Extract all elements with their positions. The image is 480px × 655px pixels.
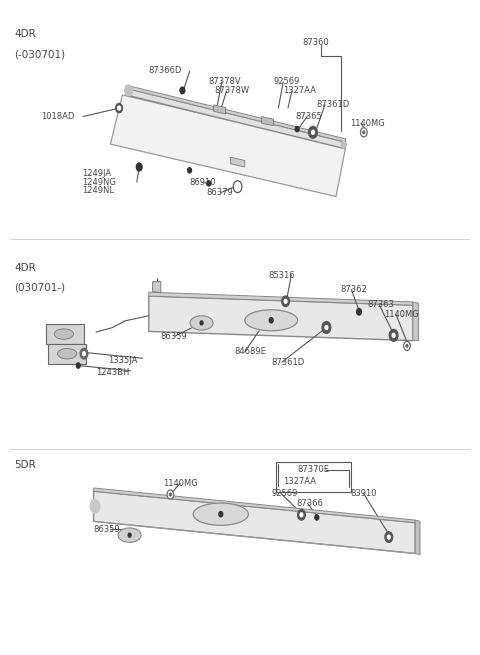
- Circle shape: [219, 512, 223, 517]
- Circle shape: [341, 141, 346, 148]
- Polygon shape: [153, 282, 161, 293]
- Circle shape: [406, 345, 408, 347]
- Circle shape: [76, 363, 80, 368]
- Circle shape: [392, 333, 395, 337]
- Circle shape: [282, 296, 289, 307]
- Circle shape: [188, 168, 192, 173]
- Text: 87366: 87366: [296, 498, 323, 508]
- Circle shape: [295, 126, 299, 132]
- Text: 86379: 86379: [206, 188, 233, 197]
- Text: 83910: 83910: [350, 489, 377, 498]
- Circle shape: [309, 126, 317, 138]
- Text: 92569: 92569: [271, 489, 298, 498]
- Ellipse shape: [193, 503, 249, 525]
- Ellipse shape: [190, 316, 213, 330]
- Circle shape: [322, 322, 331, 333]
- Ellipse shape: [54, 329, 73, 339]
- Text: 86359: 86359: [161, 331, 187, 341]
- Text: 1327AA: 1327AA: [283, 86, 316, 95]
- Text: (-030701): (-030701): [14, 49, 66, 59]
- Circle shape: [200, 321, 203, 325]
- Polygon shape: [262, 117, 274, 126]
- Text: 87378V: 87378V: [209, 77, 241, 86]
- Circle shape: [357, 309, 361, 315]
- Text: 1140MG: 1140MG: [384, 310, 419, 319]
- Text: 87366D: 87366D: [149, 66, 182, 75]
- Circle shape: [363, 131, 365, 134]
- Text: 87361D: 87361D: [271, 358, 304, 367]
- Polygon shape: [48, 344, 86, 364]
- Text: 1335JA: 1335JA: [108, 356, 137, 365]
- Circle shape: [312, 130, 314, 134]
- Text: 1018AD: 1018AD: [41, 112, 74, 121]
- Polygon shape: [413, 302, 419, 341]
- Circle shape: [167, 490, 174, 499]
- Ellipse shape: [118, 528, 141, 542]
- Polygon shape: [214, 105, 226, 114]
- Text: 4DR: 4DR: [14, 263, 36, 273]
- Text: 87365: 87365: [295, 112, 322, 121]
- Text: 87378W: 87378W: [215, 86, 250, 95]
- Text: 1249NG: 1249NG: [82, 178, 116, 187]
- Text: 87360: 87360: [302, 38, 329, 47]
- Text: 1249NL: 1249NL: [82, 186, 114, 195]
- Text: 86910: 86910: [190, 178, 216, 187]
- Circle shape: [300, 513, 303, 517]
- Polygon shape: [94, 491, 415, 553]
- Circle shape: [116, 103, 122, 113]
- Text: 4DR: 4DR: [14, 29, 36, 39]
- Polygon shape: [149, 296, 413, 341]
- Text: 1249JA: 1249JA: [82, 169, 111, 178]
- Polygon shape: [126, 88, 346, 149]
- Circle shape: [233, 181, 242, 193]
- Text: 92569: 92569: [274, 77, 300, 86]
- Circle shape: [83, 352, 85, 356]
- Circle shape: [269, 318, 273, 323]
- Circle shape: [207, 181, 211, 186]
- Text: 87361D: 87361D: [317, 100, 350, 109]
- Circle shape: [325, 326, 328, 329]
- Circle shape: [360, 128, 367, 137]
- Ellipse shape: [58, 348, 77, 359]
- Text: 84689E: 84689E: [234, 347, 266, 356]
- Text: 1243BH: 1243BH: [96, 367, 130, 377]
- Circle shape: [387, 535, 390, 539]
- Polygon shape: [110, 95, 346, 196]
- Circle shape: [385, 532, 393, 542]
- Text: 87370E: 87370E: [298, 465, 330, 474]
- Text: 86359: 86359: [94, 525, 120, 534]
- Circle shape: [284, 299, 287, 303]
- Circle shape: [180, 87, 185, 94]
- Text: 1140MG: 1140MG: [163, 479, 198, 488]
- Polygon shape: [149, 292, 413, 305]
- Circle shape: [389, 329, 398, 341]
- Circle shape: [128, 533, 131, 537]
- Circle shape: [136, 163, 142, 171]
- Polygon shape: [46, 324, 84, 344]
- Text: 1140MG: 1140MG: [350, 119, 385, 128]
- Circle shape: [315, 515, 319, 520]
- Ellipse shape: [245, 310, 298, 331]
- Circle shape: [298, 510, 305, 520]
- Circle shape: [404, 341, 410, 350]
- Circle shape: [80, 348, 88, 359]
- Text: 5DR: 5DR: [14, 460, 36, 470]
- Circle shape: [169, 493, 171, 496]
- Text: 87363: 87363: [367, 300, 394, 309]
- Polygon shape: [126, 85, 346, 142]
- Text: 1327AA: 1327AA: [283, 477, 316, 486]
- Polygon shape: [94, 488, 415, 523]
- Text: 87362: 87362: [341, 285, 368, 294]
- Polygon shape: [415, 520, 420, 555]
- Circle shape: [118, 106, 120, 110]
- Polygon shape: [230, 157, 245, 167]
- Circle shape: [90, 500, 100, 513]
- Text: 85316: 85316: [269, 271, 295, 280]
- Text: (030701-): (030701-): [14, 283, 66, 293]
- Circle shape: [125, 85, 132, 96]
